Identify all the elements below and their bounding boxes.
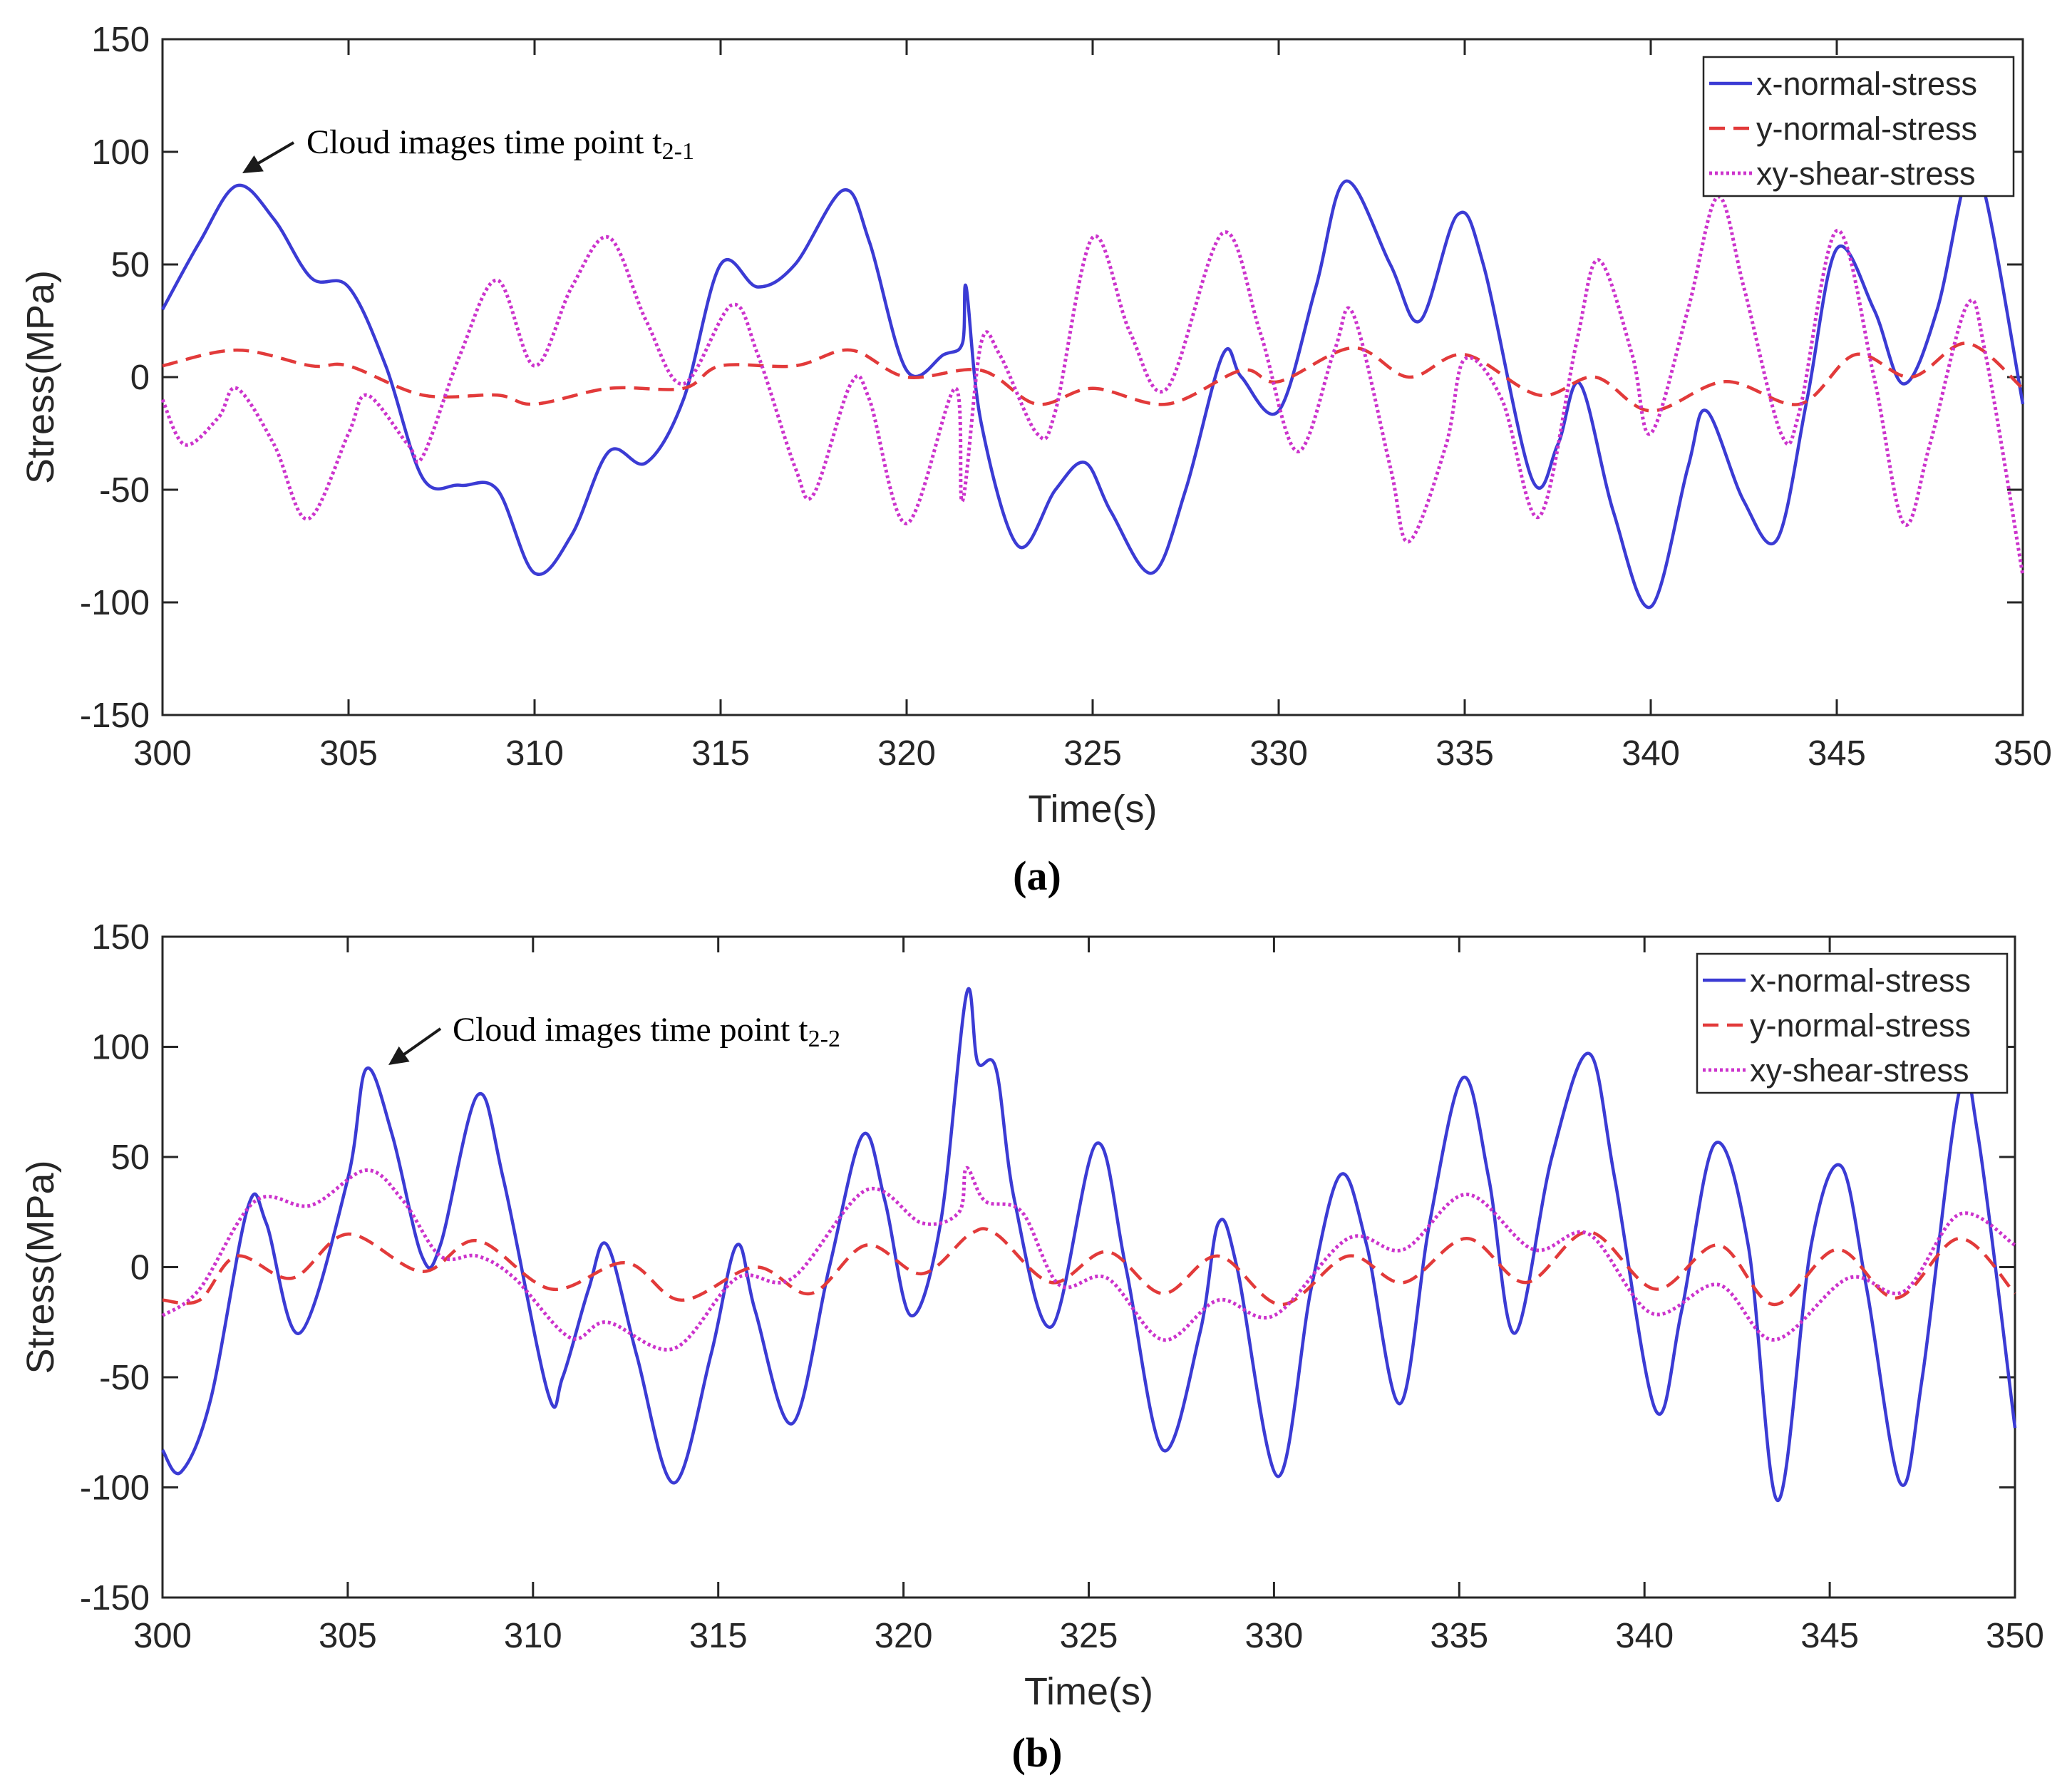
legend-label: y-normal-stress <box>1750 1007 1971 1044</box>
x-tick-label: 325 <box>1063 734 1122 773</box>
y-tick-label: 100 <box>91 1029 150 1067</box>
legend-label: x-normal-stress <box>1756 66 1977 102</box>
x-tick-label: 345 <box>1808 734 1866 773</box>
x-tick-label: 350 <box>1994 734 2052 773</box>
x-tick-label: 315 <box>691 734 750 773</box>
x-tick-label: 335 <box>1436 734 1494 773</box>
y-tick-label: 0 <box>130 1249 150 1287</box>
y-tick-label: -150 <box>80 1579 150 1617</box>
x-tick-label: 310 <box>505 734 564 773</box>
y-tick-label: 50 <box>110 246 150 284</box>
x-axis-label: Time(s) <box>1029 788 1158 830</box>
y-tick-label: 0 <box>130 359 150 397</box>
series-line-x-normal-stress <box>161 987 2017 1503</box>
series-line-y-normal-stress <box>162 1227 2016 1307</box>
x-axis-label: Time(s) <box>1024 1670 1153 1713</box>
series-line-y-normal-stress <box>162 341 2024 413</box>
y-tick-label: 150 <box>91 918 150 957</box>
x-tick-label: 305 <box>319 1617 377 1655</box>
annotation-main: Cloud images time point t <box>306 123 662 161</box>
x-tick-label: 300 <box>133 1617 192 1655</box>
annotation-subscript: 2-2 <box>808 1026 840 1052</box>
panel-a: 300 305 310 315 320 325 330 335 340 345 350 150 100 5… <box>19 21 2052 899</box>
series-line-xy-shear-stress <box>161 1166 2016 1352</box>
y-axis-label: Stress(MPa) <box>19 1160 62 1374</box>
series-line-xy-shear-stress <box>160 195 2025 576</box>
annotation-arrow-head <box>242 155 264 173</box>
x-tick-label: 320 <box>875 1617 933 1655</box>
x-tick-label: 315 <box>689 1617 748 1655</box>
x-tick-label: 310 <box>504 1617 562 1655</box>
x-tick-label: 330 <box>1245 1617 1304 1655</box>
x-tick-label: 340 <box>1622 734 1680 773</box>
legend-label: xy-shear-stress <box>1750 1052 1969 1089</box>
x-tick-label: 305 <box>319 734 378 773</box>
legend-label: x-normal-stress <box>1750 962 1971 999</box>
x-tick-label: 330 <box>1249 734 1308 773</box>
y-tick-label: 100 <box>91 133 150 172</box>
y-tick-label: -100 <box>80 584 150 622</box>
x-tick-label: 345 <box>1800 1617 1859 1655</box>
legend-label: xy-shear-stress <box>1756 155 1976 192</box>
panel-caption: (a) <box>1013 853 1061 899</box>
x-tick-label: 335 <box>1430 1617 1488 1655</box>
y-tick-label: -100 <box>80 1469 150 1508</box>
panel-b: 300 305 310 315 320 325 330 335 340 345 350 150 100 5… <box>19 918 2044 1776</box>
y-tick-label: -50 <box>99 1359 150 1397</box>
y-tick-label: -50 <box>99 471 150 510</box>
x-tick-label: 320 <box>877 734 936 773</box>
x-tick-label: 340 <box>1615 1617 1674 1655</box>
annotation-subscript: 2-1 <box>662 138 694 165</box>
y-tick-label: 50 <box>110 1138 150 1177</box>
annotation-main: Cloud images time point t <box>453 1011 808 1049</box>
legend-box <box>1702 56 2015 197</box>
legend-box <box>1696 952 2009 1094</box>
annotation-text: Cloud images time point t2-2 <box>453 1011 840 1052</box>
x-tick-label: 350 <box>1986 1617 2044 1655</box>
panel-caption: (b) <box>1012 1729 1063 1776</box>
annotation-text: Cloud images time point t2-1 <box>306 123 694 165</box>
series-line-x-normal-stress <box>161 161 2025 609</box>
legend-label: y-normal-stress <box>1756 110 1977 147</box>
y-tick-label: 150 <box>91 21 150 59</box>
y-tick-label: -150 <box>80 696 150 735</box>
annotation-arrow-head <box>388 1046 410 1065</box>
y-axis-label: Stress(MPa) <box>19 270 62 484</box>
x-tick-label: 300 <box>133 734 192 773</box>
x-tick-label: 325 <box>1060 1617 1118 1655</box>
